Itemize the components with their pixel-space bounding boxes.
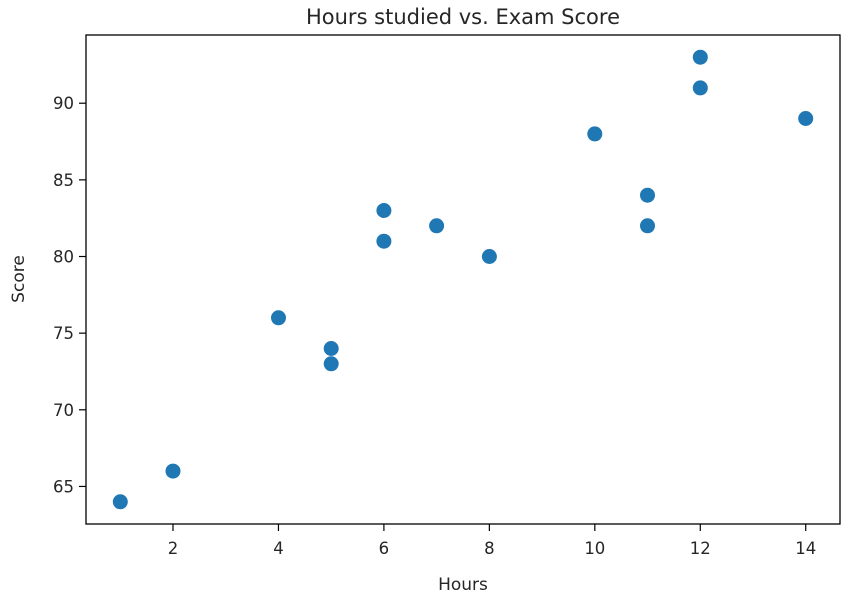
data-point — [429, 218, 445, 234]
x-tick-label: 2 — [168, 539, 179, 558]
y-tick-label: 90 — [53, 94, 74, 113]
data-point — [481, 249, 497, 264]
y-tick-label: 80 — [53, 248, 74, 267]
data-point — [165, 463, 181, 479]
x-axis-label: Hours — [438, 575, 488, 595]
data-point — [692, 49, 708, 65]
data-point — [323, 356, 339, 372]
y-axis-label: Score — [9, 255, 29, 303]
data-point — [640, 218, 655, 234]
x-tick-label: 6 — [379, 539, 390, 558]
data-point — [376, 203, 392, 218]
x-tick-label: 8 — [484, 539, 495, 558]
y-tick-label: 70 — [53, 401, 74, 420]
data-point — [323, 341, 339, 356]
data-point — [798, 111, 814, 126]
x-tick-label: 10 — [584, 539, 605, 558]
data-point — [640, 187, 655, 203]
x-tick-label: 14 — [795, 539, 816, 558]
y-tick-label: 85 — [53, 171, 74, 190]
chart-title: Hours studied vs. Exam Score — [306, 5, 620, 29]
data-points — [112, 49, 814, 510]
data-point — [692, 80, 708, 96]
x-tick-label: 4 — [273, 539, 284, 558]
data-point — [271, 310, 286, 326]
plot-frame — [85, 34, 841, 525]
x-axis-ticks: 2 4 6 8 10 12 14 — [168, 524, 816, 558]
data-point — [112, 494, 128, 510]
y-tick-label: 65 — [53, 477, 74, 496]
x-tick-label: 12 — [690, 539, 711, 558]
data-point — [587, 126, 603, 142]
data-point — [376, 233, 392, 249]
y-tick-label: 75 — [53, 324, 74, 343]
y-axis-ticks: 65 70 75 80 85 90 — [53, 94, 86, 496]
